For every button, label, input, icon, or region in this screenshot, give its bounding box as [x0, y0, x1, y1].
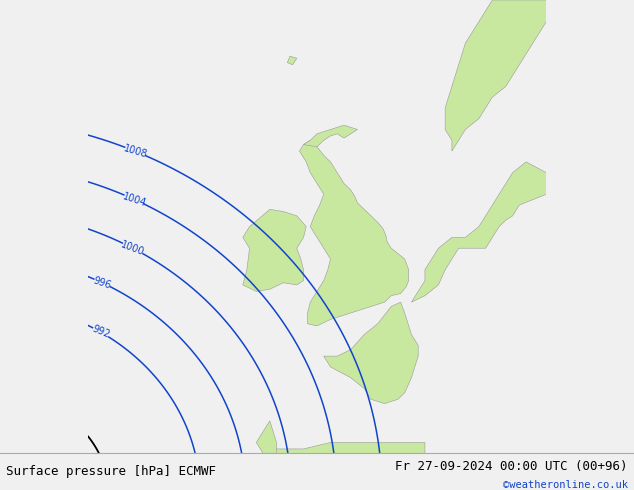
Polygon shape — [445, 0, 547, 151]
Polygon shape — [299, 140, 409, 326]
Polygon shape — [256, 421, 276, 453]
Text: 1000: 1000 — [119, 239, 146, 257]
Text: 1008: 1008 — [122, 143, 148, 160]
Polygon shape — [263, 442, 425, 464]
Polygon shape — [324, 302, 418, 404]
Text: 996: 996 — [92, 275, 112, 291]
Polygon shape — [304, 125, 358, 147]
Polygon shape — [411, 162, 547, 302]
Polygon shape — [287, 56, 297, 65]
Text: ©weatheronline.co.uk: ©weatheronline.co.uk — [503, 480, 628, 490]
Text: Fr 27-09-2024 00:00 UTC (00+96): Fr 27-09-2024 00:00 UTC (00+96) — [395, 460, 628, 473]
Text: Surface pressure [hPa] ECMWF: Surface pressure [hPa] ECMWF — [6, 465, 216, 478]
Text: 992: 992 — [90, 324, 111, 341]
Text: 1004: 1004 — [121, 191, 148, 208]
Polygon shape — [243, 209, 306, 292]
